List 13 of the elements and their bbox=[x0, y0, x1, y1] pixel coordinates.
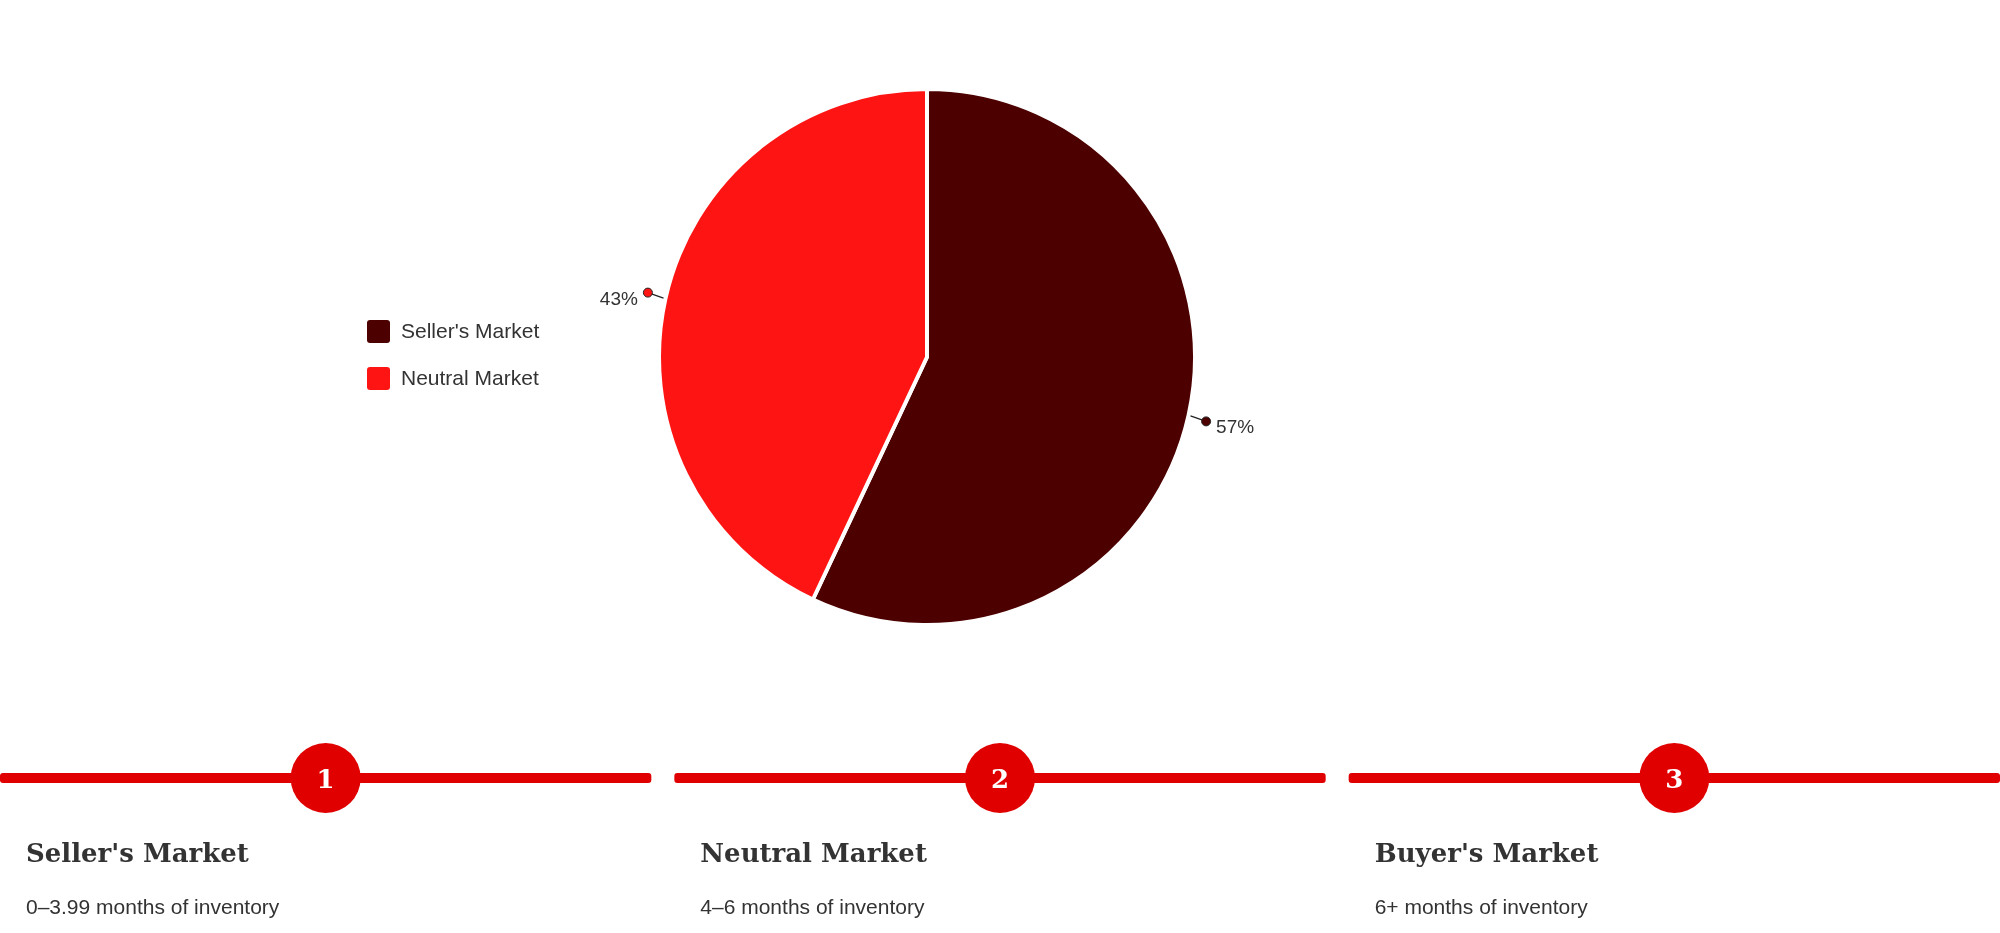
data-label: 57% bbox=[1216, 416, 1255, 438]
text: 4–6 months of inventory bbox=[700, 895, 925, 918]
text: 6+ months of inventory bbox=[1374, 895, 1589, 918]
text: Seller's Market bbox=[26, 838, 249, 868]
text: Buyer's Market bbox=[1374, 838, 1599, 868]
text: 0–3.99 months of inventory bbox=[26, 895, 280, 918]
number-badge: 2 bbox=[965, 743, 1035, 813]
number-badge: 1 bbox=[290, 743, 361, 813]
legend-label: Seller's Market bbox=[401, 319, 540, 342]
number-badge: 3 bbox=[1639, 743, 1710, 813]
text: Neutral Market bbox=[700, 838, 927, 868]
legend-label: Neutral Market bbox=[401, 366, 539, 389]
data-label: 43% bbox=[599, 287, 638, 309]
